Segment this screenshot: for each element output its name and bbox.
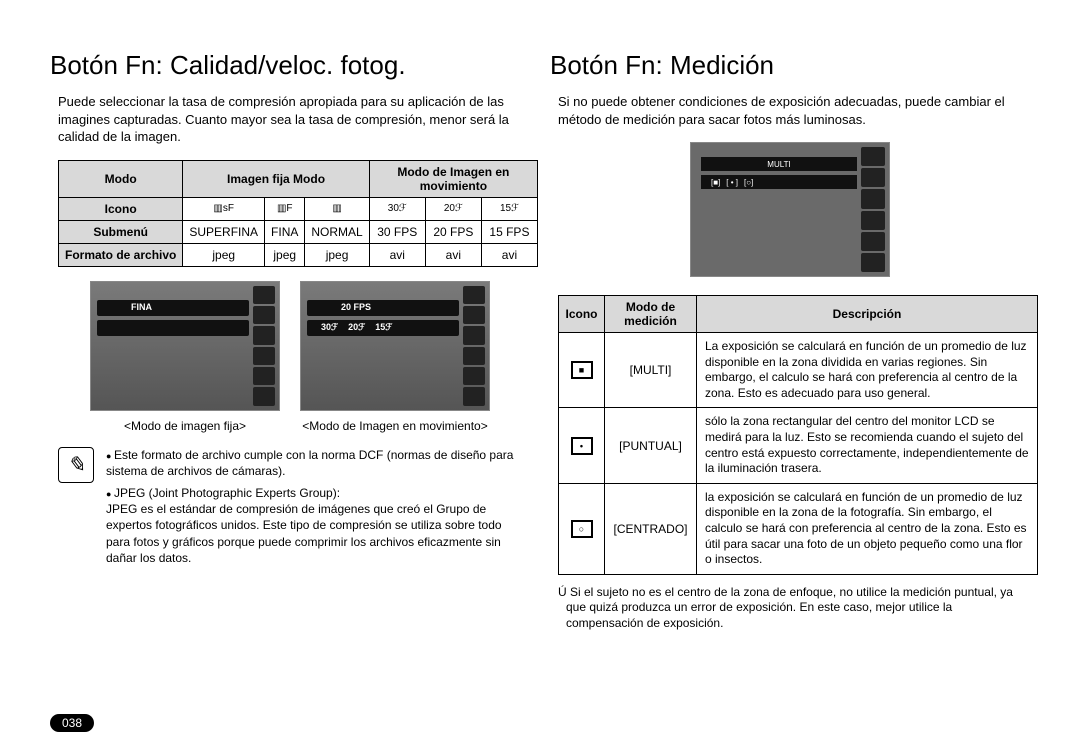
th-fija: Imagen fija Modo [183, 160, 369, 197]
row-icono-label: Icono [59, 197, 183, 220]
icon-n: ▥ [305, 197, 369, 220]
fmt-5: avi [481, 243, 537, 266]
lcd2-opt-2: 15ℱ [375, 322, 392, 333]
left-intro: Puede seleccionar la tasa de compresión … [50, 93, 530, 146]
sub-3: 30 FPS [369, 220, 425, 243]
r-opt-0: [■] [711, 178, 720, 187]
mt-icon-1: • [559, 408, 605, 483]
sub-5: 15 FPS [481, 220, 537, 243]
mt-icon-0: ■ [559, 333, 605, 408]
lcd1-tag: FINA [131, 302, 152, 312]
right-footnote: Ú Si el sujeto no es el centro de la zon… [550, 585, 1030, 632]
mt-h-desc: Descripción [697, 296, 1038, 333]
cap1: <Modo de imagen fija> [90, 419, 280, 433]
right-lcd: MULTI [■] [ • ] [○] [690, 142, 890, 277]
left-title: Botón Fn: Calidad/veloc. fotog. [50, 50, 530, 81]
mt-h-modo: Modo de medición [605, 296, 697, 333]
left-column: Botón Fn: Calidad/veloc. fotog. Puede se… [50, 50, 530, 724]
lcd2-opt-1: 20ℱ [348, 322, 365, 333]
r-opt-2: [○] [744, 178, 753, 187]
mt-mode-2: [CENTRADO] [605, 483, 697, 574]
row-fmt-label: Formato de archivo [59, 243, 183, 266]
note2: JPEG (Joint Photographic Experts Group):… [106, 485, 522, 566]
note-block: ✎ Este formato de archivo cumple con la … [50, 447, 530, 572]
icon-f: ▥F [265, 197, 305, 220]
fmt-2: jpeg [305, 243, 369, 266]
right-title: Botón Fn: Medición [550, 50, 1030, 81]
mt-row-2: ○ [CENTRADO] la exposición se calculará … [559, 483, 1038, 574]
lcd2-tag: 20 FPS [341, 302, 371, 312]
th-modo: Modo [59, 160, 183, 197]
fmt-1: jpeg [265, 243, 305, 266]
mt-mode-0: [MULTI] [605, 333, 697, 408]
metering-table: Icono Modo de medición Descripción ■ [MU… [558, 295, 1038, 575]
sub-2: NORMAL [305, 220, 369, 243]
mt-icon-2: ○ [559, 483, 605, 574]
row-sub-label: Submenú [59, 220, 183, 243]
lcd-captions: <Modo de imagen fija> <Modo de Imagen en… [50, 419, 530, 433]
mt-desc-0: La exposición se calculará en función de… [697, 333, 1038, 408]
mt-row-0: ■ [MULTI] La exposición se calculará en … [559, 333, 1038, 408]
mt-desc-2: la exposición se calculará en función de… [697, 483, 1038, 574]
note-icon: ✎ [58, 447, 94, 483]
right-intro: Si no puede obtener condiciones de expos… [550, 93, 1030, 128]
note-text: Este formato de archivo cumple con la no… [106, 447, 522, 572]
icon-15: 15ℱ [481, 197, 537, 220]
right-lcd-wrap: MULTI [■] [ • ] [○] [550, 142, 1030, 277]
fmt-0: jpeg [183, 243, 265, 266]
th-mov: Modo de Imagen en movimiento [369, 160, 537, 197]
page-number: 038 [50, 714, 94, 732]
cap2: <Modo de Imagen en movimiento> [300, 419, 490, 433]
mt-mode-1: [PUNTUAL] [605, 408, 697, 483]
right-column: Botón Fn: Medición Si no puede obtener c… [550, 50, 1030, 724]
r-opt-1: [ • ] [726, 178, 738, 187]
fmt-4: avi [425, 243, 481, 266]
lcd-still: FINA [90, 281, 280, 411]
mt-desc-1: sólo la zona rectangular del centro del … [697, 408, 1038, 483]
lcd-previews: FINA 20 FPS 30ℱ 20ℱ 15ℱ [50, 281, 530, 411]
mt-row-1: • [PUNTUAL] sólo la zona rectangular del… [559, 408, 1038, 483]
note1: Este formato de archivo cumple con la no… [106, 447, 522, 479]
sub-0: SUPERFINA [183, 220, 265, 243]
icon-30: 30ℱ [369, 197, 425, 220]
right-lcd-top: MULTI [701, 157, 857, 171]
sub-1: FINA [265, 220, 305, 243]
icon-20: 20ℱ [425, 197, 481, 220]
right-lcd-opts: [■] [ • ] [○] [701, 175, 857, 189]
icon-sf: ▥sF [183, 197, 265, 220]
quality-table: Modo Imagen fija Modo Modo de Imagen en … [58, 160, 538, 267]
sub-4: 20 FPS [425, 220, 481, 243]
fmt-3: avi [369, 243, 425, 266]
mt-h-icono: Icono [559, 296, 605, 333]
lcd-movie: 20 FPS 30ℱ 20ℱ 15ℱ [300, 281, 490, 411]
lcd2-opt-0: 30ℱ [321, 322, 338, 333]
